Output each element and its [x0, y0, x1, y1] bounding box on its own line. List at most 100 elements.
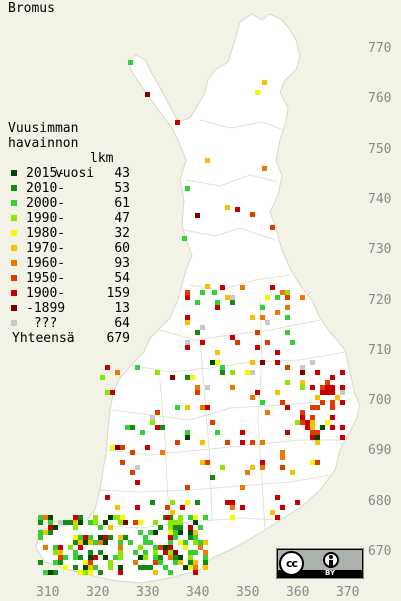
observation-square [310, 425, 315, 430]
observation-square [280, 465, 285, 470]
observation-square [53, 525, 58, 530]
observation-square [198, 525, 203, 530]
legend-header-line-3: vuosi [54, 166, 95, 181]
observation-square [155, 370, 160, 375]
observation-square [185, 375, 190, 380]
observation-square [280, 450, 285, 455]
observation-square [195, 500, 200, 505]
observation-square [38, 560, 43, 565]
observation-square [185, 485, 190, 490]
observation-square [262, 80, 267, 85]
observation-square [255, 90, 260, 95]
observation-square [200, 440, 205, 445]
observation-square [98, 570, 103, 575]
observation-square [205, 158, 210, 163]
legend-swatch [11, 260, 17, 266]
observation-square [210, 475, 215, 480]
observation-square [185, 295, 190, 300]
observation-square [73, 540, 78, 545]
observation-square [105, 495, 110, 500]
observation-square [185, 340, 190, 345]
observation-square [53, 545, 58, 550]
observation-square [153, 545, 158, 550]
observation-square [48, 530, 53, 535]
observation-square [138, 565, 143, 570]
observation-square [250, 440, 255, 445]
observation-square [155, 425, 160, 430]
observation-square [230, 500, 235, 505]
legend-swatch [11, 290, 17, 296]
observation-square [250, 360, 255, 365]
observation-square [295, 500, 300, 505]
x-tick-label: 360 [286, 585, 310, 600]
y-tick-label: 760 [368, 91, 392, 107]
observation-square [165, 505, 170, 510]
observation-square [150, 420, 155, 425]
observation-square [205, 405, 210, 410]
observation-square [305, 420, 310, 425]
observation-square [163, 545, 168, 550]
observation-square [83, 560, 88, 565]
observation-square [330, 405, 335, 410]
observation-square [285, 380, 290, 385]
observation-square [250, 465, 255, 470]
observation-square [153, 550, 158, 555]
observation-square [93, 565, 98, 570]
observation-square [270, 225, 275, 230]
observation-square [130, 450, 135, 455]
observation-square [220, 370, 225, 375]
observation-square [103, 535, 108, 540]
legend-row-label: -1899 [26, 301, 66, 316]
observation-square [123, 520, 128, 525]
observation-square [53, 550, 58, 555]
legend-row-label: 1990- [26, 211, 66, 226]
observation-square [215, 350, 220, 355]
observation-square [83, 535, 88, 540]
observation-square [340, 425, 345, 430]
observation-square [325, 385, 330, 390]
observation-square [315, 435, 320, 440]
observation-square [190, 375, 195, 380]
observation-square [175, 405, 180, 410]
observation-square [143, 535, 148, 540]
observation-square [135, 480, 140, 485]
x-tick-label: 340 [186, 585, 210, 600]
legend-row-count: 54 [114, 271, 130, 286]
observation-square [320, 425, 325, 430]
observation-square [178, 520, 183, 525]
species-title: Bromus [8, 1, 55, 16]
observation-square [220, 365, 225, 370]
observation-square [203, 540, 208, 545]
observation-square [215, 360, 220, 365]
legend-swatch [11, 305, 17, 311]
observation-square [170, 500, 175, 505]
observation-square [173, 550, 178, 555]
observation-square [235, 207, 240, 212]
y-tick-label: 690 [368, 443, 392, 459]
observation-square [163, 550, 168, 555]
observation-square [128, 540, 133, 545]
observation-square [183, 565, 188, 570]
observation-square [290, 470, 295, 475]
legend-row-label: 2015- [26, 166, 66, 181]
observation-square [230, 300, 235, 305]
observation-square [88, 565, 93, 570]
observation-square [103, 555, 108, 560]
observation-square [290, 340, 295, 345]
observation-grid-squares [38, 60, 345, 575]
legend-swatch [11, 185, 17, 191]
observation-square [73, 565, 78, 570]
observation-square [203, 560, 208, 565]
observation-square [73, 515, 78, 520]
observation-square [310, 430, 315, 435]
observation-square [200, 325, 205, 330]
observation-square [133, 550, 138, 555]
observation-square [93, 515, 98, 520]
observation-square [170, 510, 175, 515]
legend-swatch [11, 230, 17, 236]
observation-square [173, 535, 178, 540]
cc-by-license-badge[interactable]: cc BY [276, 548, 364, 579]
observation-square [300, 365, 305, 370]
legend-row: 1950- 54 [8, 271, 130, 286]
legend-row-count: 53 [114, 181, 130, 196]
